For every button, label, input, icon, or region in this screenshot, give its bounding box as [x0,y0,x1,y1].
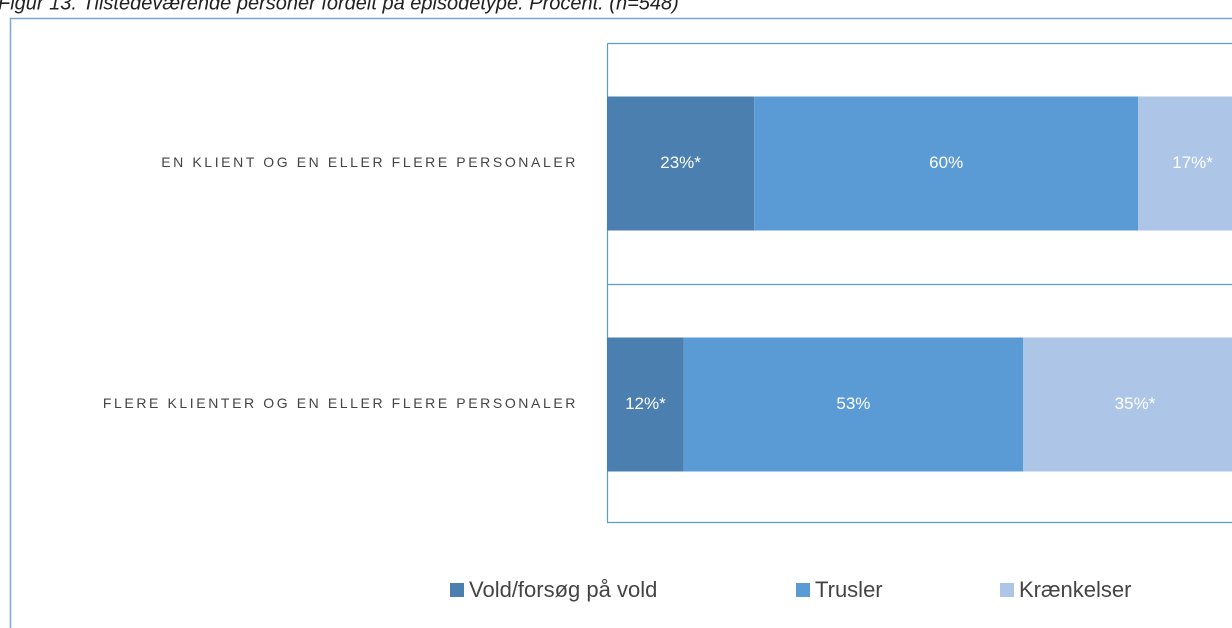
bar-segment [607,337,684,472]
data-label: 60% [929,153,963,172]
bar-segment [607,96,755,231]
bar-segment [1138,96,1232,231]
category-label: EN KLIENT OG EN ELLER FLERE PERSONALER [161,154,578,170]
data-label: 23%* [660,153,701,172]
legend-label: Vold/forsøg på vold [469,577,657,602]
bar-segment [754,96,1139,231]
data-label: 35%* [1115,394,1156,413]
legend-label: Trusler [815,577,883,602]
data-label: 12%* [625,394,666,413]
legend-label: Krænkelser [1019,577,1131,602]
bar-segment [1023,337,1232,472]
bar-segment [683,337,1023,472]
chart-title: Figur 13. Tilstedeværende personer forde… [0,0,679,14]
data-label: 17%* [1172,153,1213,172]
legend-swatch [450,583,464,597]
category-label: FLERE KLIENTER OG EN ELLER FLERE PERSONA… [103,395,578,411]
legend-swatch [1000,583,1014,597]
chart-frame [9,17,1232,628]
legend-swatch [796,583,810,597]
data-label: 53% [836,394,870,413]
